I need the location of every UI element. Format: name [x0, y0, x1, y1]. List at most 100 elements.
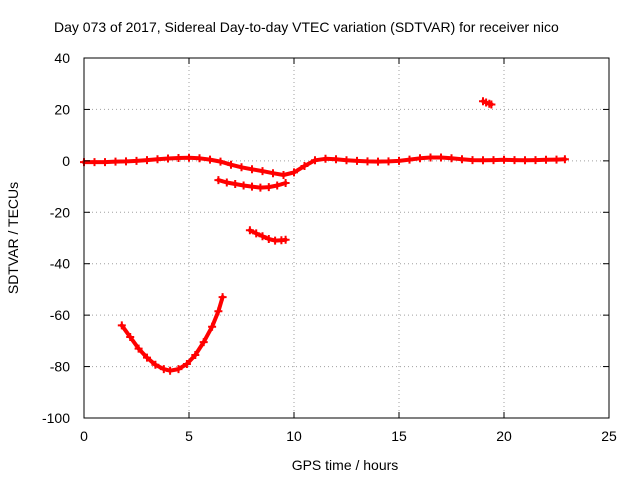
y-tick-label: 40 — [54, 50, 70, 66]
data-point — [269, 169, 277, 178]
data-point — [117, 321, 126, 330]
x-tick-label: 15 — [391, 428, 407, 444]
data-point — [164, 154, 172, 163]
data-point — [218, 293, 227, 302]
plot-frame — [83, 57, 610, 419]
y-tick-label: -80 — [50, 359, 70, 375]
data-point — [279, 171, 288, 179]
x-tick-label: 10 — [286, 428, 302, 444]
data-point — [384, 157, 393, 166]
data-point — [90, 158, 99, 167]
data-point — [134, 344, 143, 353]
x-axis-label: GPS time / hours — [292, 457, 399, 473]
data-point — [143, 156, 151, 165]
data-point — [560, 155, 569, 164]
data-point — [542, 155, 550, 164]
data-point — [258, 167, 267, 176]
data-point — [300, 162, 309, 170]
axis-ticks: 0 5 10 15 20 25 40 20 0 -20 -40 -60 -80 -100 — [42, 50, 617, 444]
data-point — [273, 181, 282, 190]
y-axis-label: SDTVAR / TECUs — [5, 182, 21, 294]
data-point — [126, 333, 135, 341]
data-point — [231, 180, 240, 188]
data-point — [208, 322, 217, 331]
data-point — [151, 360, 160, 369]
data-point — [374, 157, 382, 166]
data-point — [252, 229, 261, 238]
x-tick-label: 0 — [80, 428, 88, 444]
data-point — [237, 163, 246, 172]
x-tick-label: 20 — [496, 428, 512, 444]
data-point — [264, 183, 273, 192]
data-point — [416, 154, 424, 163]
data-point — [531, 156, 540, 165]
y-tick-label: 0 — [62, 153, 70, 169]
series-main-track — [80, 153, 569, 179]
data-point — [405, 155, 414, 164]
data-point — [227, 160, 235, 169]
y-tick-label: -20 — [50, 204, 70, 220]
data-point — [174, 365, 183, 374]
data-point — [143, 353, 151, 362]
data-point — [248, 182, 256, 191]
data-point — [101, 158, 109, 167]
data-point — [281, 179, 290, 187]
y-tick-label: -40 — [50, 256, 70, 272]
data-point — [468, 156, 477, 165]
data-point — [489, 156, 498, 165]
series-trace — [119, 295, 225, 373]
x-tick-label: 25 — [601, 428, 617, 444]
data-point — [552, 155, 561, 164]
data-point — [487, 100, 496, 109]
series-lower-arc-minus-10 — [214, 176, 290, 192]
data-point — [245, 226, 254, 235]
y-tick-label: -100 — [42, 410, 70, 426]
data-point — [437, 153, 445, 162]
data-point — [153, 155, 162, 164]
data-point — [342, 156, 351, 165]
data-point — [363, 157, 372, 166]
data-point — [182, 360, 191, 368]
data-point — [458, 155, 466, 164]
data-point — [214, 176, 223, 185]
data-point — [256, 183, 265, 192]
data-point — [258, 232, 267, 241]
chart-title: Day 073 of 2017, Sidereal Day-to-day VTE… — [54, 19, 559, 35]
data-point — [332, 155, 340, 164]
data-point — [248, 165, 256, 174]
data-point — [222, 178, 231, 187]
grid-lines — [84, 58, 609, 418]
data-point — [395, 156, 403, 165]
data-point — [264, 235, 273, 243]
data-point — [199, 338, 208, 347]
data-point — [159, 365, 168, 374]
data-point — [239, 181, 248, 190]
x-tick-label: 5 — [185, 428, 193, 444]
data-point — [132, 156, 141, 165]
series-deep-arc — [117, 293, 227, 375]
data-point — [447, 154, 456, 163]
data-point — [479, 156, 487, 165]
data-point — [166, 366, 175, 375]
data-point — [290, 168, 298, 177]
data-point — [510, 156, 519, 165]
data-point — [216, 157, 225, 166]
data-point — [174, 154, 183, 162]
series-outlier-plus-22 — [479, 97, 496, 109]
data-point — [281, 235, 290, 244]
data-point — [426, 153, 435, 162]
data-point — [206, 155, 214, 164]
data-point — [521, 156, 529, 165]
data-point — [311, 156, 319, 165]
data-point — [191, 351, 200, 359]
data-point — [122, 157, 130, 166]
data-point — [195, 154, 204, 163]
data-point — [185, 153, 193, 162]
series-segment-minus-30 — [245, 226, 290, 245]
data-point — [111, 157, 120, 166]
data-point — [214, 307, 223, 316]
y-tick-label: 20 — [54, 101, 70, 117]
data-point — [321, 154, 330, 163]
data-point — [353, 156, 361, 165]
